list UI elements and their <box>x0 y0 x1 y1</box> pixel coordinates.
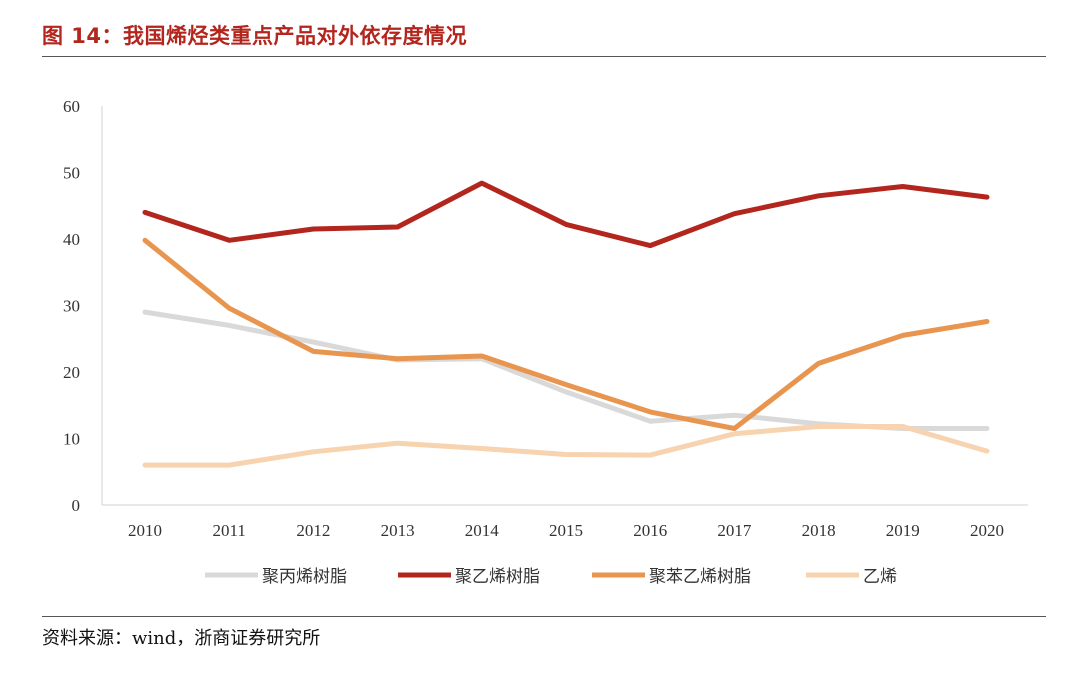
y-tick-label: 10 <box>63 430 80 449</box>
x-tick-label: 2012 <box>296 521 330 540</box>
y-tick-label: 60 <box>63 97 80 116</box>
x-tick-label: 2014 <box>465 521 500 540</box>
x-tick-label: 2010 <box>128 521 162 540</box>
series-lines <box>142 180 990 468</box>
y-axis-ticks: 0 10 20 30 40 50 60 <box>63 97 80 515</box>
y-tick-label: 40 <box>63 230 80 249</box>
y-tick-label: 0 <box>72 496 81 515</box>
x-tick-label: 2015 <box>549 521 583 540</box>
series-line-2 <box>142 237 990 431</box>
x-tick-label: 2016 <box>633 521 667 540</box>
series-line-1 <box>142 180 990 249</box>
x-tick-label: 2018 <box>802 521 836 540</box>
x-tick-label: 2017 <box>717 521 752 540</box>
title-divider <box>42 56 1046 57</box>
x-tick-label: 2011 <box>213 521 246 540</box>
x-tick-label: 2019 <box>886 521 920 540</box>
legend-label: 乙烯 <box>863 567 897 587</box>
source-note: 资料来源：wind，浙商证券研究所 <box>42 628 321 649</box>
legend-label: 聚苯乙烯树脂 <box>649 567 751 587</box>
legend-label: 聚丙烯树脂 <box>262 567 347 587</box>
chart-title: 图 14：我国烯烃类重点产品对外依存度情况 <box>42 24 468 48</box>
y-tick-label: 50 <box>63 164 80 183</box>
y-tick-label: 20 <box>63 363 80 382</box>
x-axis-ticks: 2010 2011 2012 2013 2014 2015 2016 2017 2018 2019… <box>128 521 1004 540</box>
x-tick-label: 2013 <box>381 521 415 540</box>
footer-divider <box>42 616 1046 617</box>
series-line-3 <box>142 424 990 468</box>
y-tick-label: 30 <box>63 297 80 316</box>
axes <box>101 106 1028 506</box>
legend-label: 聚乙烯树脂 <box>455 567 540 587</box>
x-tick-label: 2020 <box>970 521 1004 540</box>
legend: 聚丙烯树脂 聚乙烯树脂 聚苯乙烯树脂 乙烯 <box>205 567 897 587</box>
